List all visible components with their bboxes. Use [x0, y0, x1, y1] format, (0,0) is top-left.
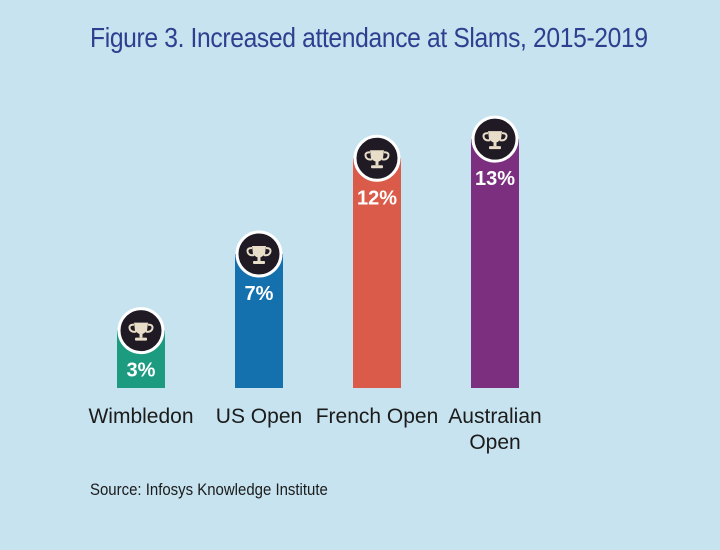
bar-group: 12% French Open — [316, 134, 439, 428]
category-label: US Open — [216, 405, 302, 428]
trophy-icon — [128, 322, 154, 341]
trophy-icon — [246, 246, 272, 264]
trophy-icon — [482, 131, 508, 150]
bar-group: 13% Australian Open — [448, 115, 542, 454]
chart-title: Figure 3. Increased attendance at Slams,… — [90, 22, 648, 53]
value-label: 3% — [127, 360, 156, 382]
bar — [353, 158, 401, 388]
bar — [471, 139, 519, 388]
category-label: Open — [469, 431, 520, 454]
bar-group: 7% US Open — [216, 230, 302, 428]
value-label: 13% — [475, 168, 515, 190]
category-label: French Open — [316, 405, 439, 428]
value-label: 7% — [245, 283, 274, 305]
source-note: Source: Infosys Knowledge Institute — [90, 480, 328, 499]
category-label: Wimbledon — [88, 405, 193, 428]
bar-group: 3% Wimbledon — [88, 307, 194, 428]
category-label: Australian — [448, 405, 541, 428]
value-label: 12% — [357, 187, 397, 209]
trophy-icon — [364, 150, 390, 169]
